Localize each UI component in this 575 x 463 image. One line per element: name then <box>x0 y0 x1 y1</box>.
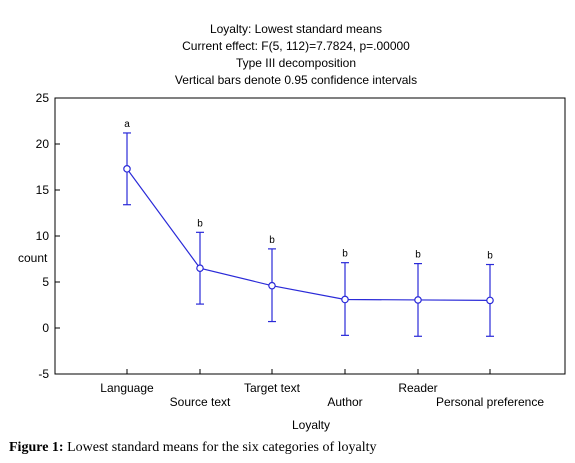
chart-title-block: Loyalty: Lowest standard means Current ef… <box>175 22 417 87</box>
significance-label: b <box>269 235 275 246</box>
x-axis-title: Loyalty <box>292 418 330 432</box>
significance-label: b <box>487 251 493 262</box>
x-tick-label: Language <box>100 381 154 395</box>
x-tick-label: Author <box>327 395 362 409</box>
y-tick-label: 0 <box>42 321 49 335</box>
y-axis: -5 0 5 10 15 20 25 <box>36 91 60 381</box>
x-tick-label: Personal preference <box>436 395 544 409</box>
significance-label: b <box>415 250 421 261</box>
mean-point <box>414 296 422 304</box>
x-tick-label: Target text <box>244 381 301 395</box>
y-tick-label: 10 <box>36 229 50 243</box>
chart-title-line: Loyalty: Lowest standard means <box>210 22 382 36</box>
y-tick-label: 25 <box>36 91 50 105</box>
y-tick-label: 5 <box>42 275 49 289</box>
chart-title-line: Current effect: F(5, 112)=7.7824, p=.000… <box>182 39 410 53</box>
mean-point <box>196 264 204 273</box>
significance-label: a <box>124 119 130 130</box>
figure-caption-label: Figure 1: <box>9 440 64 455</box>
mean-line <box>126 168 491 301</box>
mean-point <box>268 281 276 290</box>
chart-title-line: Vertical bars denote 0.95 confidence int… <box>175 73 417 87</box>
figure-caption: Figure 1: Lowest standard means for the … <box>9 440 569 456</box>
significance-label: b <box>197 218 203 229</box>
y-axis-title: count <box>18 251 48 265</box>
y-tick-label: 20 <box>36 137 50 151</box>
x-tick-label: Source text <box>170 395 231 409</box>
y-tick-label: -5 <box>38 367 49 381</box>
y-tick-label: 15 <box>36 183 50 197</box>
x-tick-label: Reader <box>398 381 437 395</box>
mean-point <box>486 296 494 305</box>
series-line: a b b b b b <box>123 119 494 337</box>
significance-label: b <box>342 249 348 260</box>
x-axis: Language Source text Target text Author Read… <box>100 369 544 409</box>
mean-point <box>123 165 131 173</box>
chart-title-line: Type III decomposition <box>236 56 356 70</box>
mean-point <box>341 295 349 304</box>
plot-area <box>54 97 566 375</box>
figure-caption-text: Lowest standard means for the six catego… <box>63 440 377 455</box>
